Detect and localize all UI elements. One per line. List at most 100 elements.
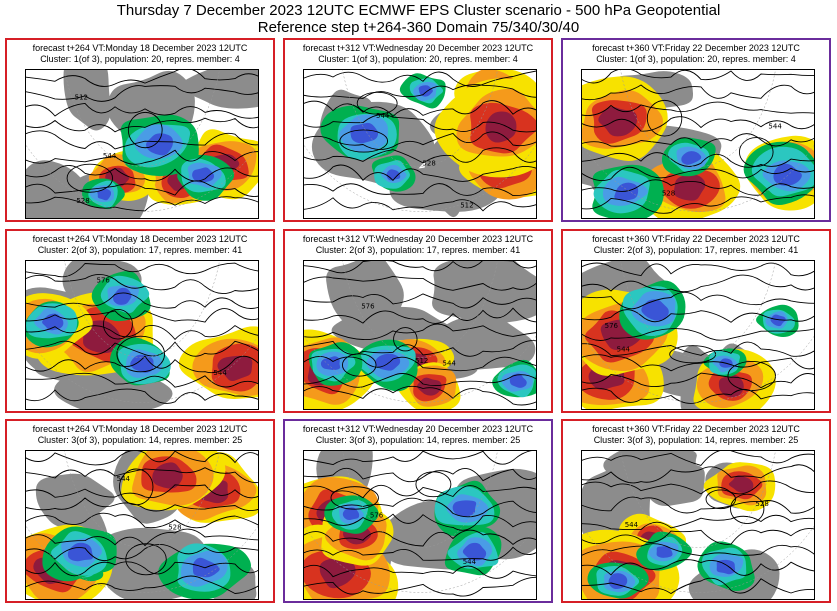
panel-cluster-line: Cluster: 1(of 3), population: 20, repres… xyxy=(40,54,240,64)
geopotential-contour xyxy=(25,544,259,562)
geopotential-contour xyxy=(303,497,537,518)
geopotential-contour xyxy=(303,340,537,357)
geopotential-contour xyxy=(25,467,259,484)
geopotential-contour xyxy=(303,513,537,531)
contour-label: 576 xyxy=(370,512,384,520)
geopotential-contour xyxy=(581,328,815,341)
geopotential-contour xyxy=(581,116,815,132)
geopotential-contour xyxy=(25,308,259,323)
contour-label: 544 xyxy=(768,123,782,131)
geopotential-contour xyxy=(581,262,815,277)
panel-cluster-line: Cluster: 2(of 3), population: 17, repres… xyxy=(315,245,521,255)
negative-anomaly-area xyxy=(773,163,802,186)
geopotential-contour xyxy=(303,546,537,561)
geopotential-contour xyxy=(25,196,259,212)
panel-title: forecast t+360 VT:Friday 22 December 202… xyxy=(563,424,829,446)
geopotential-contour xyxy=(581,372,815,389)
geopotential-contour xyxy=(303,100,537,117)
geopotential-map: 512 544 576 xyxy=(303,260,537,410)
geopotential-map: 528 544 xyxy=(581,69,815,219)
geopotential-contour xyxy=(581,496,815,514)
geopotential-contour xyxy=(303,576,537,597)
land-mass xyxy=(326,260,404,330)
contour-label: 528 xyxy=(662,190,675,198)
closed-contour xyxy=(330,486,379,510)
geopotential-contour xyxy=(25,85,259,102)
geopotential-contour xyxy=(25,69,259,87)
land-mass xyxy=(35,473,115,528)
panel-title: forecast t+264 VT:Monday 18 December 202… xyxy=(7,43,273,65)
panel-forecast-line: forecast t+312 VT:Wednesday 20 December … xyxy=(302,424,534,434)
closed-contour xyxy=(127,111,163,149)
geopotential-contour xyxy=(303,114,537,133)
geopotential-map: 512 528 544 xyxy=(303,69,537,219)
panel-cluster-line: Cluster: 2(of 3), population: 17, repres… xyxy=(37,245,243,255)
panel-title: forecast t+264 VT:Monday 18 December 202… xyxy=(7,424,273,446)
geopotential-contour xyxy=(581,450,815,466)
negative-anomaly-area xyxy=(608,573,628,590)
contour-label: 528 xyxy=(422,160,435,168)
panel-title: forecast t+264 VT:Monday 18 December 202… xyxy=(7,234,273,256)
panel-title: forecast t+312 VT:Wednesday 20 December … xyxy=(285,234,551,256)
geopotential-contour xyxy=(303,450,537,466)
geopotential-contour xyxy=(303,529,537,547)
contour-label: 544 xyxy=(103,152,117,160)
cluster-panel: forecast t+360 VT:Friday 22 December 202… xyxy=(561,419,831,603)
contour-label: 512 xyxy=(460,202,473,210)
negative-anomaly-area xyxy=(656,546,673,558)
geopotential-contour xyxy=(581,577,815,595)
geopotential-contour xyxy=(581,341,815,357)
closed-contour xyxy=(339,129,389,153)
panel-title: forecast t+360 VT:Friday 22 December 202… xyxy=(563,43,829,65)
geopotential-contour xyxy=(581,194,815,214)
negative-anomaly-area xyxy=(97,189,112,201)
geopotential-contour xyxy=(25,274,259,295)
geopotential-contour xyxy=(581,464,815,484)
panel-title: forecast t+312 VT:Wednesday 20 December … xyxy=(285,424,551,446)
negative-anomaly-area xyxy=(770,314,786,327)
map-frame xyxy=(581,450,815,600)
contour-label: 544 xyxy=(617,345,631,353)
geopotential-contour xyxy=(581,179,815,196)
geopotential-map: 576 544 xyxy=(303,450,537,600)
closed-contour xyxy=(125,543,167,576)
geopotential-map: 544 576 xyxy=(25,260,259,410)
land-mass xyxy=(432,260,537,323)
chart-title: Thursday 7 December 2023 12UTC ECMWF EPS… xyxy=(116,2,721,19)
panel-forecast-line: forecast t+360 VT:Friday 22 December 202… xyxy=(592,43,800,53)
cluster-panel: forecast t+312 VT:Wednesday 20 December … xyxy=(283,229,553,413)
geopotential-contour xyxy=(25,180,259,197)
closed-contour xyxy=(738,137,774,167)
geopotential-contour xyxy=(25,575,259,594)
geopotential-contour xyxy=(303,356,537,372)
contour-label: 544 xyxy=(625,521,639,529)
geopotential-contour xyxy=(25,484,259,499)
geopotential-contour xyxy=(581,152,815,168)
closed-contour xyxy=(727,360,776,391)
contour-label: 576 xyxy=(97,277,111,285)
geopotential-contour xyxy=(25,325,259,341)
geopotential-contour xyxy=(25,388,259,404)
negative-anomaly-area xyxy=(192,167,215,183)
negative-anomaly-area xyxy=(342,507,360,520)
geopotential-contour xyxy=(303,70,537,87)
cluster-panel: forecast t+360 VT:Friday 22 December 202… xyxy=(561,38,831,222)
closed-contour xyxy=(730,493,765,524)
panel-cluster-line: Cluster: 3(of 3), population: 14, repres… xyxy=(37,435,243,445)
geopotential-contour xyxy=(581,274,815,293)
geopotential-contour xyxy=(303,84,537,99)
geopotential-contour xyxy=(581,543,815,557)
geopotential-contour xyxy=(581,309,815,323)
land-mass xyxy=(178,69,259,109)
geopotential-contour xyxy=(303,147,537,164)
negative-anomaly-area xyxy=(67,542,94,562)
contour-label: 512 xyxy=(75,93,88,101)
cluster-panel: forecast t+312 VT:Wednesday 20 December … xyxy=(283,38,553,222)
negative-anomaly-area xyxy=(418,85,433,97)
closed-contour xyxy=(102,309,133,340)
panel-cluster-line: Cluster: 2(of 3), population: 17, repres… xyxy=(593,245,799,255)
closed-contour xyxy=(393,327,418,352)
geopotential-contour xyxy=(581,480,815,495)
geopotential-contour xyxy=(25,165,259,182)
